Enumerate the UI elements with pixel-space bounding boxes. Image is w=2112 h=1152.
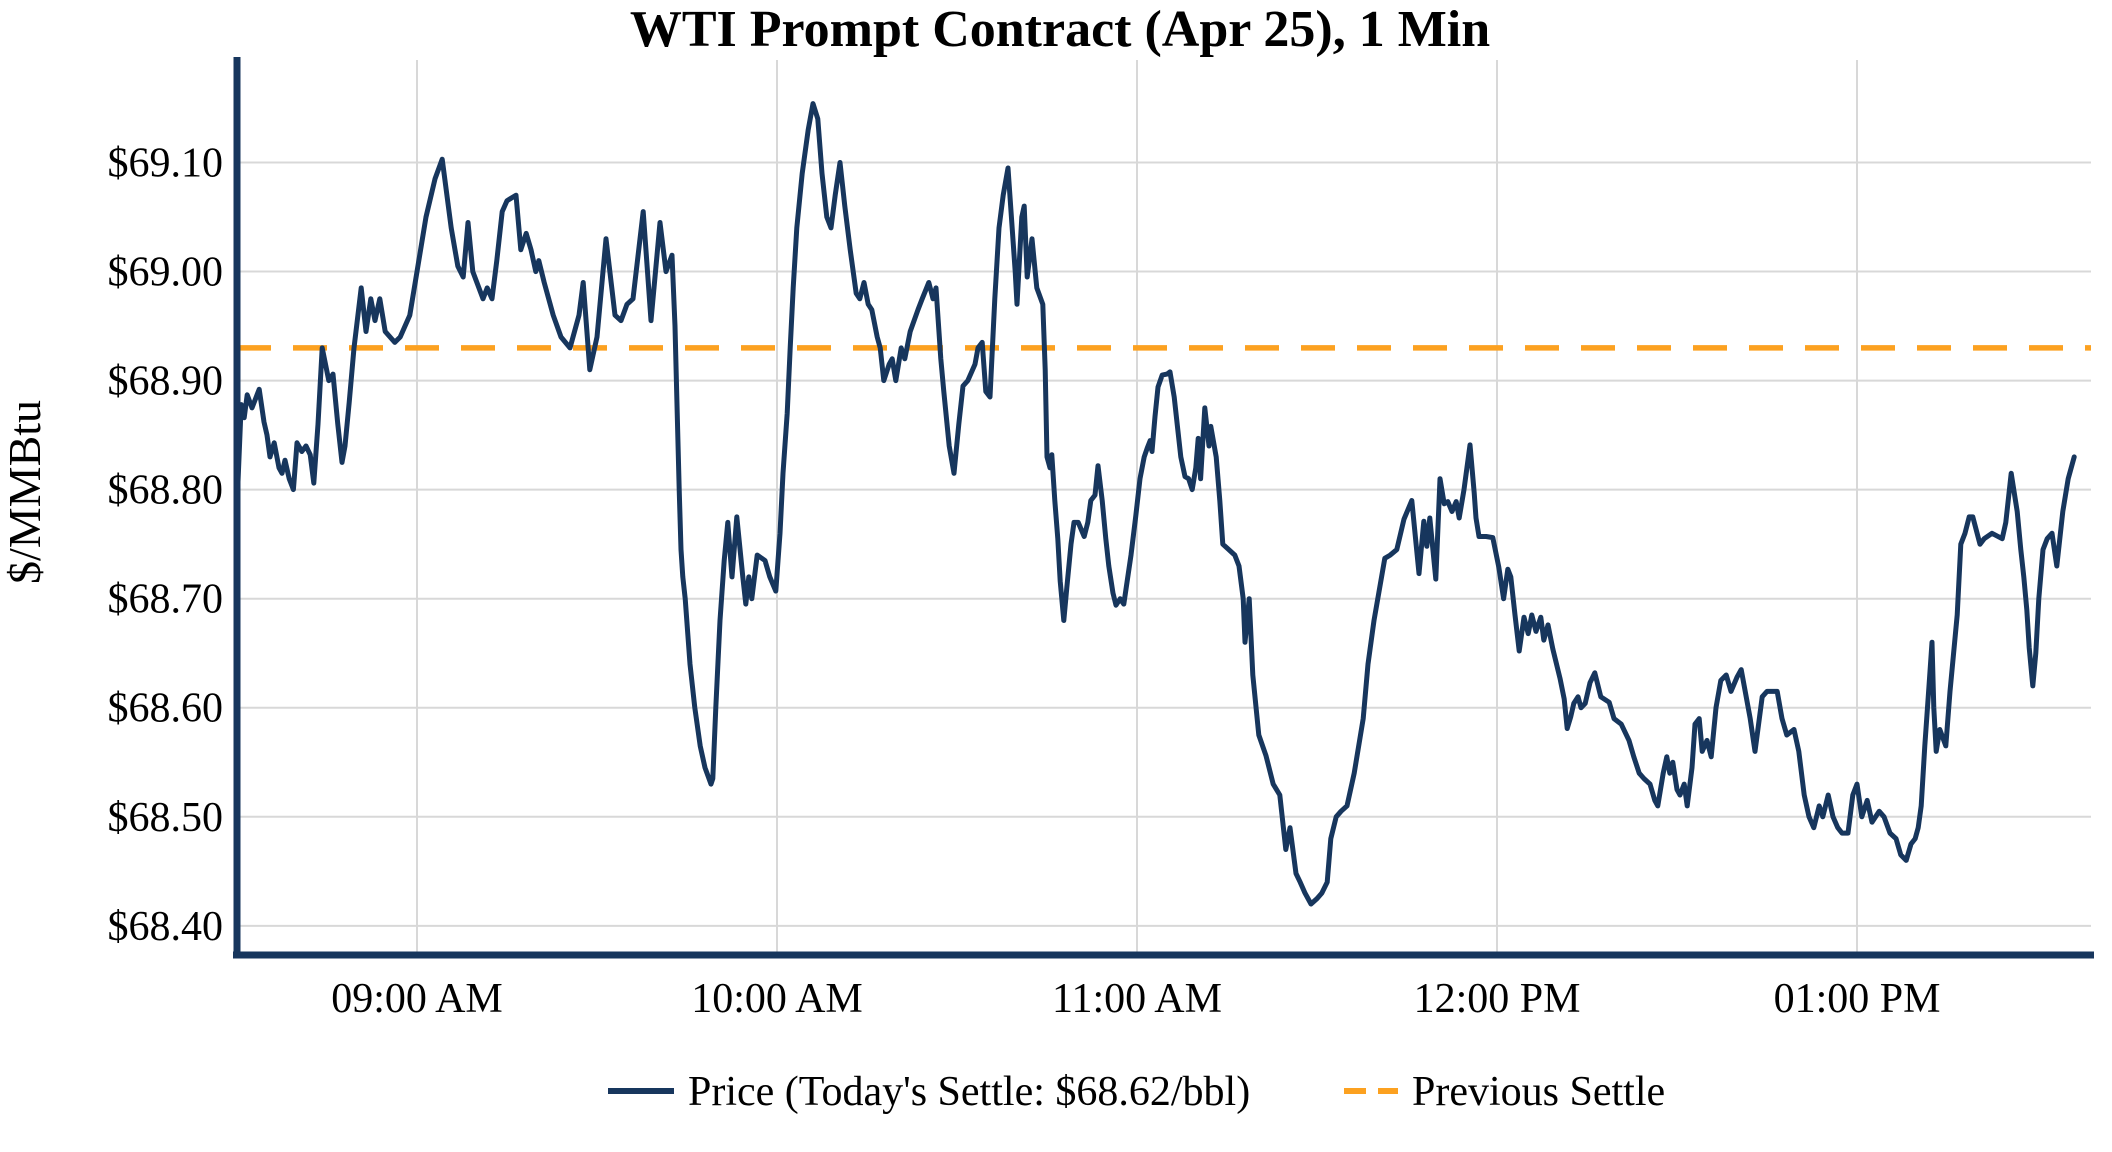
legend-price-label: Price (Today's Settle: $68.62/bbl) <box>688 1069 1250 1115</box>
y-tick-label: $68.70 <box>108 577 224 623</box>
chart-title: WTI Prompt Contract (Apr 25), 1 Min <box>630 1 1490 58</box>
x-tick-label: 12:00 PM <box>1414 976 1581 1022</box>
x-tick-label: 10:00 AM <box>691 976 863 1022</box>
y-tick-label: $68.60 <box>108 686 224 732</box>
x-axis-tick-labels: 09:00 AM 10:00 AM 11:00 AM 12:00 PM 01:00 PM <box>331 976 1940 1022</box>
y-tick-label: $68.90 <box>108 359 224 405</box>
x-tick-label: 09:00 AM <box>331 976 503 1022</box>
x-tick-label: 11:00 AM <box>1052 976 1222 1022</box>
y-tick-label: $69.00 <box>108 250 224 296</box>
legend-previous-settle-label: Previous Settle <box>1412 1069 1665 1115</box>
y-tick-label: $68.40 <box>108 904 224 950</box>
legend: Price (Today's Settle: $68.62/bbl) Previ… <box>608 1069 1665 1115</box>
y-tick-label: $68.50 <box>108 795 224 841</box>
y-axis-tick-labels: $68.40 $68.50 $68.60 $68.70 $68.80 $68.90 $69.… <box>108 141 224 950</box>
y-tick-label: $68.80 <box>108 468 224 514</box>
price-line <box>234 101 2077 907</box>
axis-spines <box>233 57 2094 959</box>
x-tick-label: 01:00 PM <box>1774 976 1941 1022</box>
gridlines <box>237 60 2091 952</box>
y-tick-label: $69.10 <box>108 141 224 187</box>
y-axis-label: $/MMBtu <box>0 400 50 584</box>
